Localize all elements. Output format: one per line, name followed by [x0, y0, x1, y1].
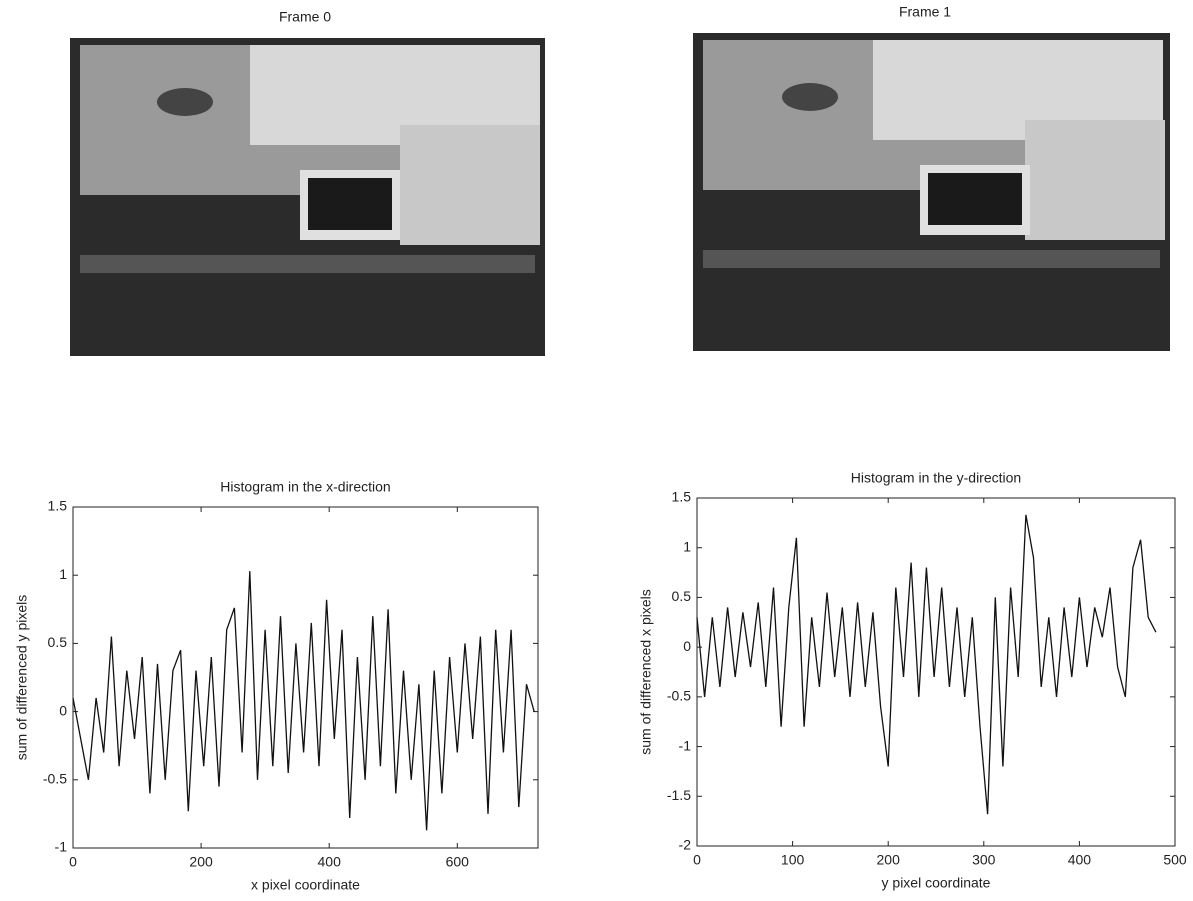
x-tick-label: 200 [189, 854, 213, 870]
data-line [72, 571, 535, 831]
x-tick-label: 500 [1163, 852, 1187, 868]
chart-title: Histogram in the y-direction [851, 470, 1021, 486]
x-tick-label: 100 [781, 852, 805, 868]
x-axis-label: x pixel coordinate [251, 877, 360, 893]
photo [693, 33, 1170, 351]
y-tick-label: 0 [59, 702, 67, 718]
y-tick-label: 0.5 [48, 634, 68, 650]
y-tick-label: 0 [683, 638, 691, 654]
x-tick-label: 600 [446, 854, 470, 870]
plot-frame [72, 506, 539, 849]
y-tick-label: 1.5 [48, 498, 68, 514]
x-tick-label: 200 [877, 852, 901, 868]
chart-title: Histogram in the x-direction [220, 479, 390, 495]
data-line [696, 514, 1157, 815]
y-tick-label: -1 [679, 737, 692, 753]
image-title: Frame 1 [899, 4, 951, 20]
image-title: Frame 0 [279, 9, 331, 25]
x-tick-label: 0 [69, 854, 77, 870]
y-tick-label: 1 [59, 566, 67, 582]
y-tick-label: -1 [55, 839, 68, 855]
x-tick-label: 400 [318, 854, 342, 870]
y-tick-label: -1.5 [667, 787, 691, 803]
y-tick-label: -2 [679, 837, 692, 853]
y-tick-label: 1.5 [672, 489, 692, 505]
x-tick-label: 300 [972, 852, 996, 868]
x-axis-label: y pixel coordinate [882, 875, 991, 891]
y-axis-label: sum of differenced y pixels [14, 595, 30, 761]
y-tick-label: 1 [683, 538, 691, 554]
y-tick-label: -0.5 [43, 771, 67, 787]
y-axis-label: sum of differenced x pixels [638, 589, 654, 755]
photo [70, 38, 545, 356]
x-tick-label: 0 [693, 852, 701, 868]
plot-frame [696, 497, 1176, 847]
y-tick-label: -0.5 [667, 688, 691, 704]
x-tick-label: 400 [1068, 852, 1092, 868]
y-tick-label: 0.5 [672, 588, 692, 604]
